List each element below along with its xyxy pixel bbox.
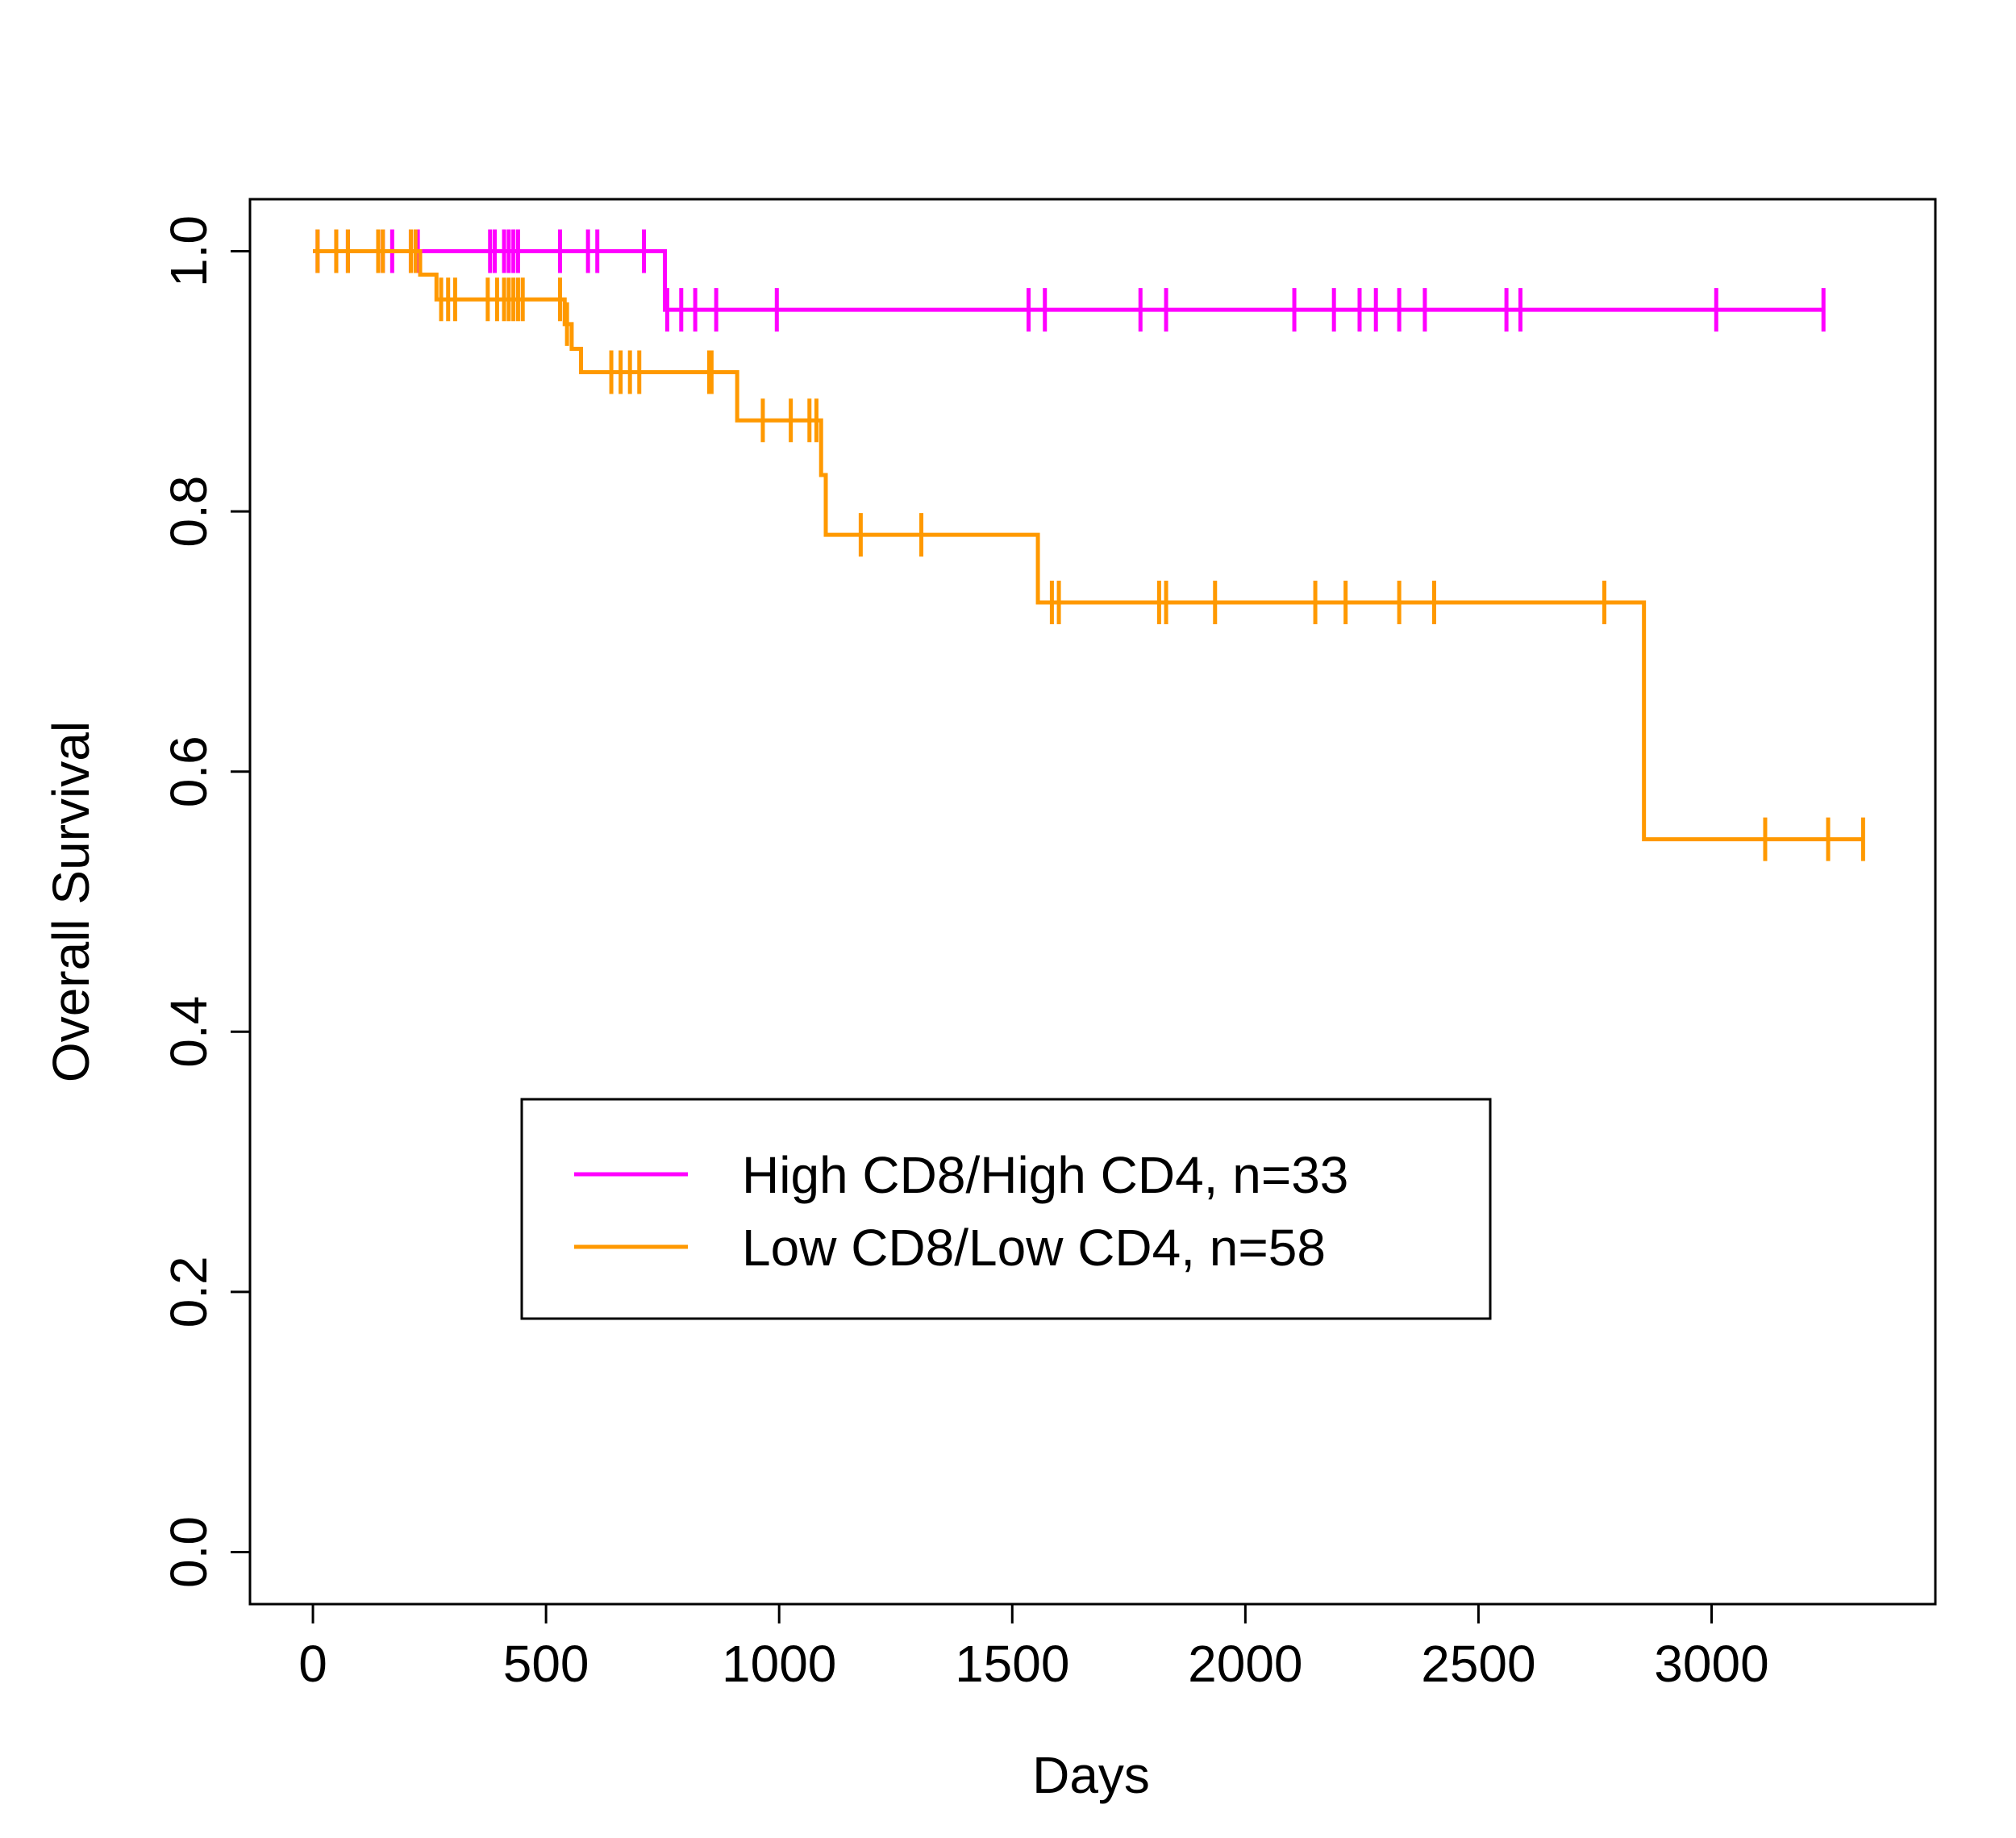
y-tick-label: 0.6: [160, 736, 218, 807]
y-tick-label: 0.2: [160, 1256, 218, 1327]
y-axis: 0.0 0.2 0.4 0.6 0.8 1.0: [160, 215, 252, 1588]
legend: High CD8/High CD4, n=33 Low CD8/Low CD4,…: [520, 1098, 1492, 1320]
series-layer: [313, 229, 1865, 861]
legend-box: [520, 1098, 1492, 1320]
x-axis-title: Days: [1032, 1746, 1150, 1804]
legend-label-low: Low CD8/Low CD4, n=58: [742, 1219, 1326, 1277]
x-tick-label: 1000: [722, 1635, 836, 1693]
y-tick-label: 0.4: [160, 996, 218, 1068]
survival-curve: [313, 249, 1864, 842]
x-tick-label: 0: [298, 1635, 327, 1693]
plot-frame: [248, 198, 1937, 1606]
series-0: [313, 229, 1826, 332]
series-1: [313, 229, 1865, 861]
x-axis: 0 500 1000 1500 2000 2500 3000: [298, 1603, 1769, 1693]
x-tick-label: 2000: [1188, 1635, 1302, 1693]
y-axis-title: Overall Survival: [42, 721, 100, 1082]
legend-label-high: High CD8/High CD4, n=33: [742, 1146, 1348, 1204]
x-tick-label: 2500: [1421, 1635, 1535, 1693]
y-tick-label: 0.8: [160, 476, 218, 548]
x-tick-label: 3000: [1654, 1635, 1768, 1693]
y-tick-label: 0.0: [160, 1516, 218, 1588]
y-tick-label: 1.0: [160, 215, 218, 287]
x-tick-label: 500: [503, 1635, 589, 1693]
x-tick-label: 1500: [955, 1635, 1069, 1693]
